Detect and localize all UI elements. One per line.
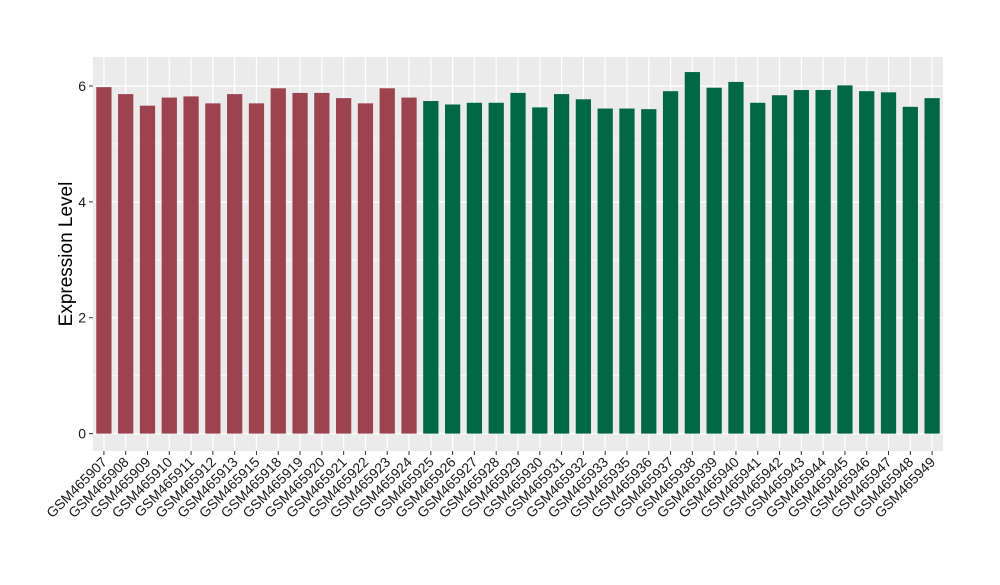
bar-GSM465919 bbox=[292, 92, 308, 434]
bar-GSM465924 bbox=[401, 97, 417, 434]
y-tick-label: 4 bbox=[78, 194, 86, 210]
bar-GSM465937 bbox=[662, 91, 679, 434]
bar-GSM465948 bbox=[902, 106, 918, 434]
bar-GSM465941 bbox=[750, 102, 766, 434]
bar-GSM465947 bbox=[880, 92, 897, 434]
y-axis-title: Expression Level bbox=[56, 182, 77, 327]
x-axis: GSM465907GSM465908GSM465909GSM465910GSM4… bbox=[43, 451, 938, 521]
bar-GSM465908 bbox=[118, 94, 134, 434]
bar-GSM465935 bbox=[619, 108, 635, 434]
y-tick-label: 2 bbox=[78, 310, 86, 326]
bar-GSM465910 bbox=[161, 97, 177, 434]
bar-GSM465942 bbox=[771, 95, 788, 434]
bar-GSM465921 bbox=[336, 98, 352, 434]
bar-GSM465940 bbox=[728, 81, 744, 434]
bar-GSM465945 bbox=[837, 85, 853, 434]
bar-GSM465938 bbox=[684, 72, 700, 434]
bar-GSM465927 bbox=[466, 102, 483, 434]
bar-GSM465909 bbox=[139, 105, 156, 434]
bar-GSM465946 bbox=[859, 91, 875, 434]
y-tick-label: 0 bbox=[78, 426, 86, 442]
bar-GSM465928 bbox=[488, 102, 504, 434]
bar-GSM465933 bbox=[597, 108, 613, 434]
y-axis: 0 2 4 6 bbox=[78, 78, 93, 442]
bar-GSM465929 bbox=[510, 92, 526, 434]
bar-GSM465926 bbox=[444, 104, 461, 434]
bar-GSM465918 bbox=[270, 88, 286, 434]
bar-GSM465911 bbox=[183, 96, 199, 434]
bar-GSM465932 bbox=[575, 99, 592, 434]
bar-GSM465925 bbox=[423, 101, 439, 434]
bar-GSM465912 bbox=[205, 103, 221, 434]
bar-GSM465939 bbox=[706, 87, 722, 434]
bar-GSM465944 bbox=[815, 90, 831, 434]
bar-GSM465949 bbox=[924, 98, 940, 434]
bars bbox=[96, 72, 940, 434]
bar-GSM465913 bbox=[227, 94, 243, 434]
bar-GSM465931 bbox=[553, 94, 570, 434]
bar-GSM465915 bbox=[248, 103, 265, 434]
bar-GSM465943 bbox=[793, 90, 809, 434]
bar-GSM465920 bbox=[314, 92, 330, 434]
bar-GSM465936 bbox=[641, 109, 657, 434]
bar-GSM465907 bbox=[96, 87, 112, 434]
y-tick-label: 6 bbox=[78, 78, 86, 94]
bar-GSM465930 bbox=[532, 107, 548, 434]
bar-GSM465923 bbox=[379, 88, 395, 434]
bar-GSM465922 bbox=[357, 103, 374, 434]
